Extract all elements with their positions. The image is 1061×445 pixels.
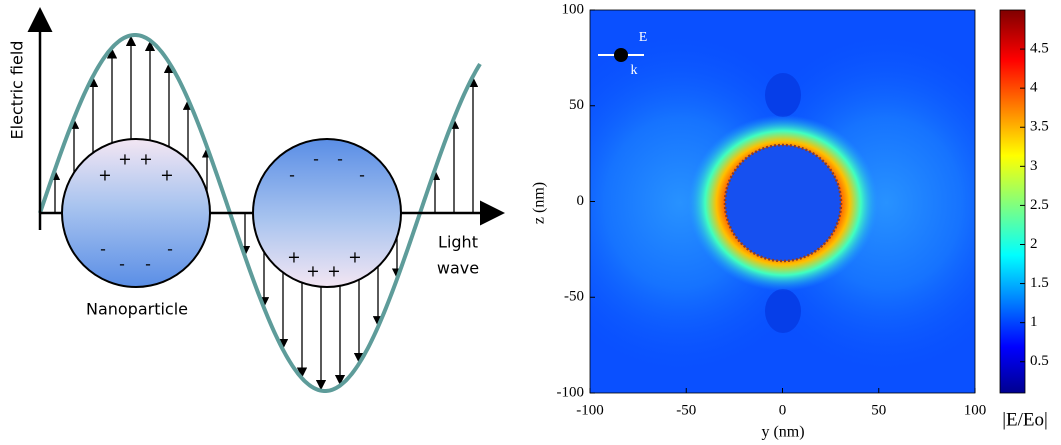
y-tick-label: -50 bbox=[564, 289, 584, 305]
y-tick-label: -100 bbox=[557, 384, 585, 400]
colorbar-label: |E/Eo| bbox=[1002, 409, 1048, 430]
x-tick-label: 0 bbox=[779, 402, 787, 418]
colorbar-tick-label: 4.5 bbox=[1030, 41, 1049, 57]
charge: + bbox=[327, 262, 340, 281]
charge: - bbox=[167, 240, 173, 259]
charge: - bbox=[119, 255, 125, 274]
colorbar-tick-label: 1.5 bbox=[1030, 275, 1049, 291]
charge: + bbox=[118, 150, 131, 169]
x-axis-label: Light bbox=[438, 233, 478, 252]
charge: + bbox=[306, 262, 319, 281]
charge: - bbox=[145, 255, 151, 274]
charge: + bbox=[348, 248, 361, 267]
y-tick-label: 0 bbox=[577, 193, 585, 209]
figure: Electric field Light wave Nanoparticle +… bbox=[0, 0, 1061, 445]
colorbar-tick-label: 3 bbox=[1030, 158, 1038, 174]
charge: - bbox=[313, 150, 319, 169]
colorbar-tick-label: 2 bbox=[1030, 236, 1038, 252]
x-tick-label: 100 bbox=[964, 402, 987, 418]
charge: - bbox=[100, 240, 106, 259]
nanoparticle bbox=[62, 139, 210, 287]
charge: + bbox=[160, 166, 173, 185]
charge: + bbox=[98, 166, 111, 185]
charge: + bbox=[287, 248, 300, 267]
x-axis-label: wave bbox=[437, 259, 479, 278]
charge: - bbox=[359, 166, 365, 185]
x-tick-label: 50 bbox=[871, 402, 886, 418]
field-map bbox=[530, 10, 1036, 393]
colorbar-tick-label: 1 bbox=[1030, 314, 1038, 330]
x-tick-label: -100 bbox=[576, 402, 604, 418]
colorbar-tick-label: 3.5 bbox=[1030, 119, 1049, 135]
y-axis-label: z (nm) bbox=[531, 182, 548, 224]
y-tick-label: 100 bbox=[562, 1, 585, 17]
y-tick-label: 50 bbox=[569, 97, 584, 113]
inset-label: E bbox=[639, 30, 648, 45]
particle-label: Nanoparticle bbox=[86, 300, 188, 319]
y-axis-label: Electric field bbox=[8, 41, 27, 140]
inset-dot bbox=[614, 48, 628, 62]
colorbar bbox=[1000, 10, 1025, 393]
x-tick-label: -50 bbox=[676, 402, 696, 418]
colorbar-tick-label: 4 bbox=[1030, 80, 1038, 96]
charge: - bbox=[337, 150, 343, 169]
charge: - bbox=[289, 166, 295, 185]
x-axis-label: y (nm) bbox=[761, 424, 804, 441]
inset-label: k bbox=[631, 63, 638, 78]
colorbar-tick-label: 2.5 bbox=[1030, 197, 1049, 213]
colorbar-tick-label: 0.5 bbox=[1030, 353, 1049, 369]
charge: + bbox=[139, 150, 152, 169]
